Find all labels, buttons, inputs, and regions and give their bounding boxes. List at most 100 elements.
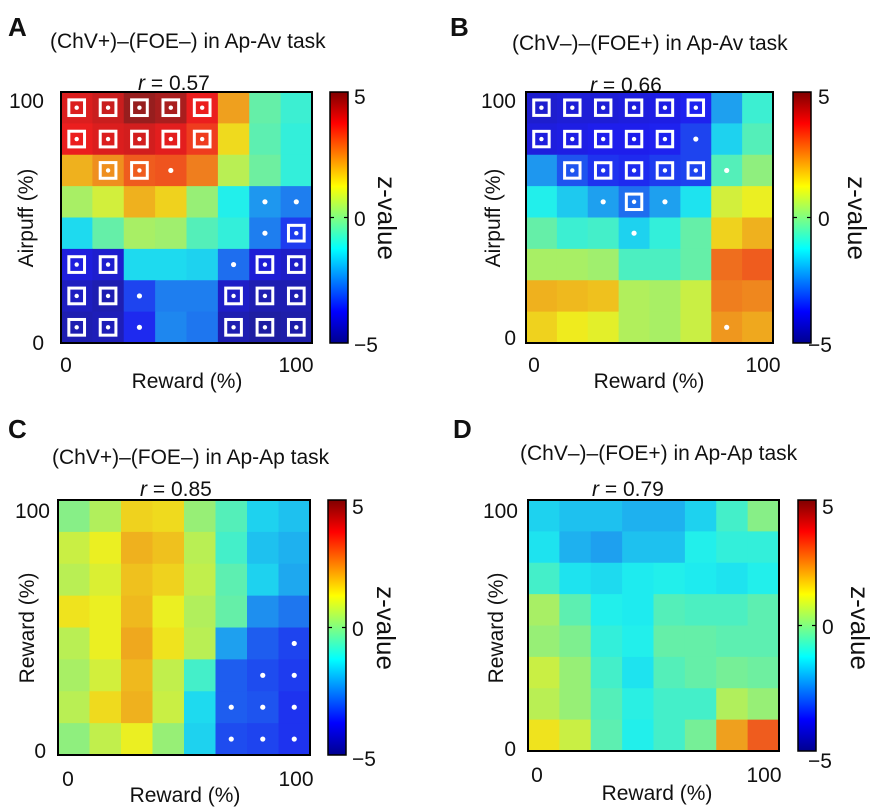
panel-letter: B	[450, 12, 469, 42]
significance-dot-marker	[260, 704, 266, 710]
significance-square-marker	[532, 98, 551, 117]
colorbar-label: z-value	[371, 586, 401, 670]
heatmap-cell	[653, 531, 686, 564]
significance-square-marker	[224, 286, 243, 306]
x-tick-label: 0	[62, 768, 74, 791]
significance-square-marker	[655, 161, 675, 180]
heatmap-cell	[215, 500, 248, 533]
heatmap-cell	[217, 186, 250, 219]
heatmap-cell	[184, 531, 217, 565]
plot-frame	[525, 91, 774, 344]
significance-dot-marker	[293, 199, 299, 205]
heatmap-cell	[526, 217, 558, 250]
significance-dot-marker	[539, 136, 544, 142]
heatmap-cell	[653, 688, 686, 721]
significance-dot-marker	[105, 262, 111, 267]
heatmap-cell	[121, 723, 154, 756]
heatmap-cell	[184, 659, 217, 692]
significance-dot-marker	[600, 168, 606, 173]
significance-dot-marker	[291, 704, 297, 710]
heatmap-cell	[618, 311, 651, 344]
significance-square-marker	[286, 223, 306, 243]
x-tick-label: 0	[60, 354, 72, 377]
heatmap-cell	[653, 656, 686, 689]
significance-square-marker	[192, 129, 212, 149]
significance-dot-marker	[600, 105, 606, 110]
heatmap-cell	[653, 719, 686, 752]
colorbar-mid-label: 0	[354, 208, 366, 231]
heatmap-cell	[622, 656, 655, 689]
y-tick-label: 0	[32, 332, 44, 355]
significance-dot-marker	[294, 230, 299, 236]
significance-square-marker	[130, 161, 149, 180]
heatmap-cell	[58, 500, 91, 533]
heatmap-cell	[590, 594, 623, 627]
heatmap-cell	[556, 280, 589, 313]
significance-square-marker	[67, 98, 87, 118]
heatmap-grid	[58, 500, 311, 756]
significance-square-marker	[98, 286, 118, 306]
significance-dot-marker	[662, 199, 668, 205]
heatmap-cell	[622, 500, 655, 532]
heatmap-cell	[711, 280, 743, 313]
heatmap-cell	[92, 217, 125, 250]
heatmap-cell	[559, 562, 592, 595]
heatmap-cell	[716, 656, 749, 689]
colorbar-min-label: −5	[808, 334, 832, 357]
heatmap-cell	[215, 563, 248, 597]
heatmap-cell	[622, 688, 655, 721]
heatmap-cell	[716, 625, 749, 658]
correlation-label: r = 0.79	[592, 478, 664, 501]
heatmap-cell	[58, 563, 91, 597]
plot-frame	[57, 499, 311, 756]
heatmap-cell	[278, 595, 311, 629]
heatmap-cell	[684, 656, 717, 689]
significance-dot-marker	[662, 168, 668, 173]
significance-dot-marker	[262, 199, 268, 205]
heatmap-cell	[155, 217, 188, 250]
x-tick-label: 100	[745, 354, 780, 377]
heatmap-cell	[716, 688, 749, 721]
significance-dot-marker	[291, 640, 297, 647]
heatmap-cell	[742, 186, 774, 219]
significance-dot-marker	[199, 105, 205, 110]
significance-square-marker	[593, 129, 613, 149]
heatmap-cell	[559, 531, 592, 564]
heatmap-cell	[186, 186, 219, 219]
heatmap-cell	[556, 186, 589, 219]
heatmap-cell	[186, 248, 219, 281]
heatmap-cell	[680, 217, 712, 250]
significance-dot-marker	[539, 105, 544, 110]
y-tick-label: 0	[504, 738, 516, 761]
y-axis-label: Reward (%)	[16, 573, 39, 684]
heatmap-cell	[215, 531, 248, 565]
heatmap-cell	[152, 531, 185, 565]
heatmap-cell	[123, 186, 156, 219]
significance-dot-marker	[228, 704, 234, 710]
heatmap-cell	[247, 563, 280, 597]
significance-dot-marker	[724, 167, 730, 174]
heatmap-cell	[152, 595, 185, 629]
heatmap-cell	[89, 691, 122, 724]
heatmap-cell	[184, 627, 217, 660]
heatmap-cell	[649, 280, 681, 313]
heatmap-cell	[684, 625, 717, 658]
colorbar-max-label: 5	[822, 496, 834, 519]
significance-dot-marker	[631, 199, 637, 205]
heatmap-cell	[556, 248, 589, 281]
y-axis-label: Reward (%)	[485, 573, 508, 684]
significance-dot-marker	[294, 262, 299, 267]
panel-letter: C	[8, 414, 27, 444]
correlation-label: r = 0.57	[138, 72, 210, 95]
significance-dot-marker	[260, 736, 266, 742]
significance-square-marker	[255, 255, 275, 274]
significance-dot-marker	[693, 136, 699, 142]
significance-dot-marker	[74, 325, 79, 330]
heatmap-cell	[184, 563, 217, 597]
heatmap-cell	[89, 595, 122, 629]
plot-frame	[527, 499, 780, 752]
significance-dot-marker	[724, 324, 730, 330]
heatmap-cell	[249, 123, 282, 156]
significance-square-marker	[130, 129, 149, 149]
heatmap-cell	[716, 531, 749, 564]
